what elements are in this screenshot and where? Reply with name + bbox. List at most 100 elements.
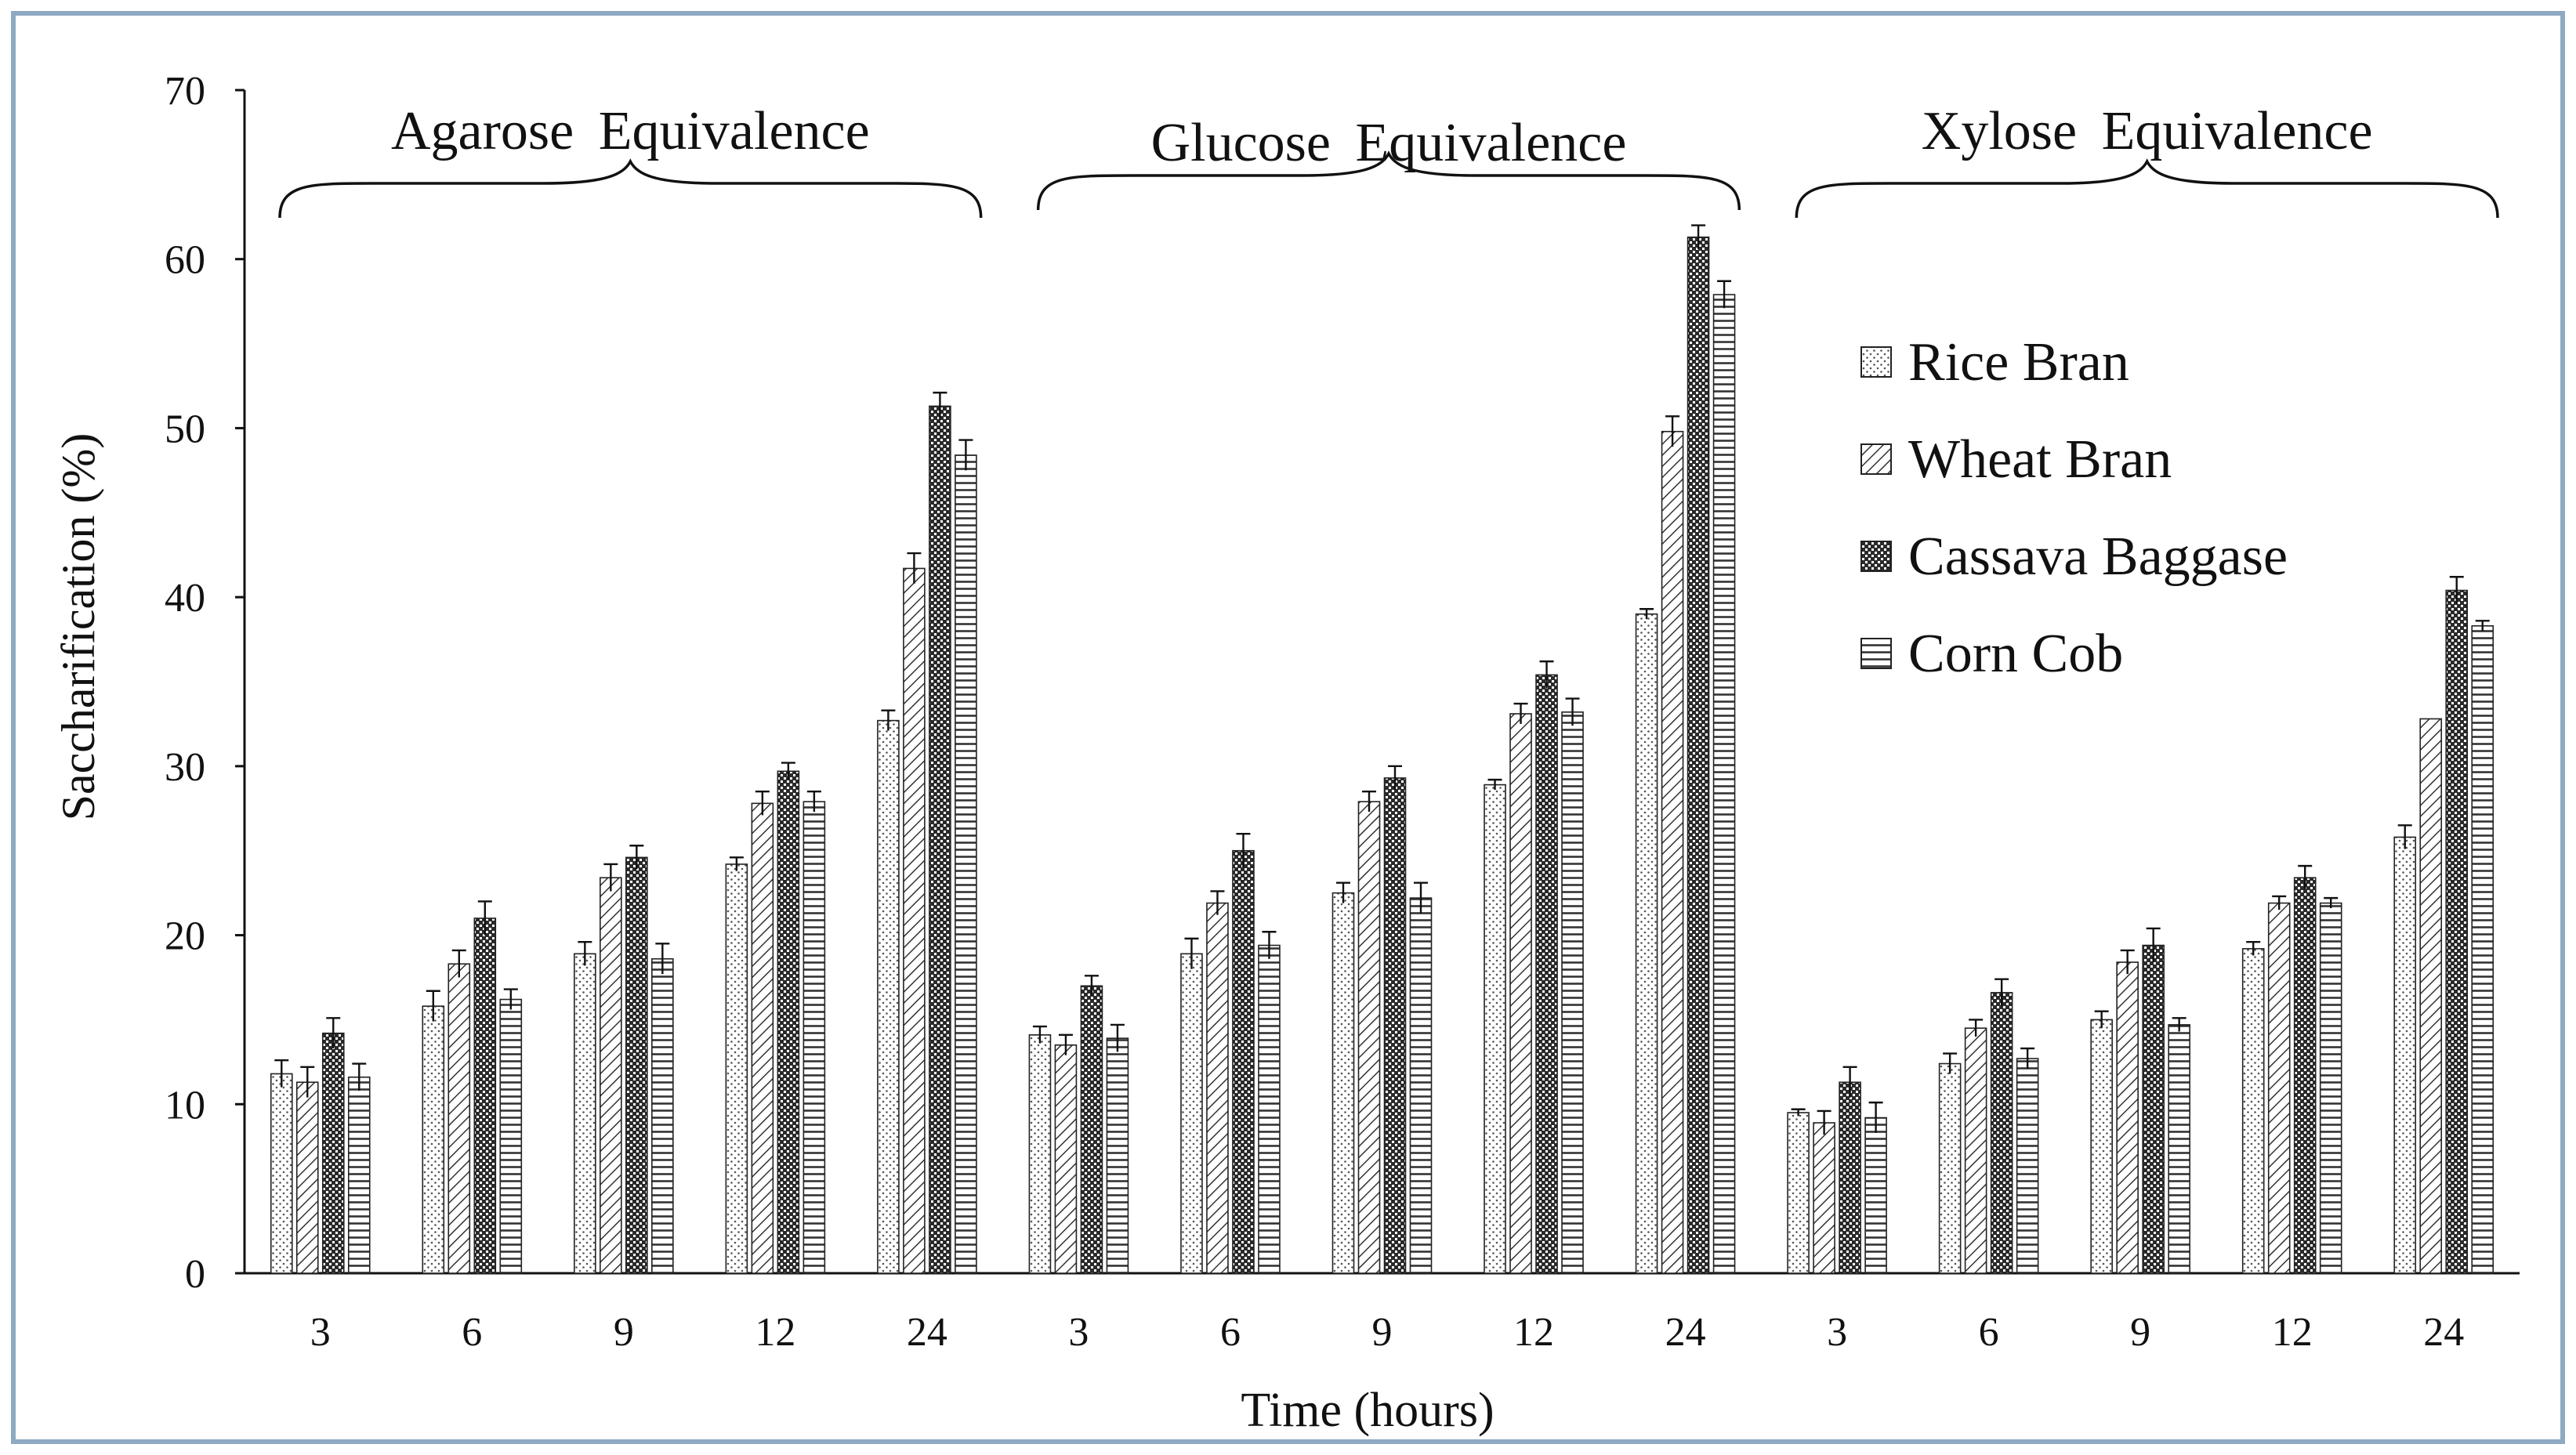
bar xyxy=(1990,992,2013,1274)
bar xyxy=(1484,784,1506,1274)
bar xyxy=(725,863,748,1274)
legend: Rice Bran Wheat Bran Cassava Baggase Corn C… xyxy=(1860,332,2288,684)
bar xyxy=(1180,953,1203,1274)
bar xyxy=(1206,902,1229,1274)
y-tick-label: 20 xyxy=(165,914,205,959)
bar xyxy=(803,801,826,1274)
legend-label: Rice Bran xyxy=(1908,332,2129,393)
bar xyxy=(1864,1117,1887,1274)
bar xyxy=(2319,902,2342,1274)
x-tick-label: 9 xyxy=(1372,1310,1393,1355)
bar xyxy=(1635,613,1658,1274)
y-tick-label: 50 xyxy=(165,407,205,451)
bar xyxy=(1535,674,1558,1274)
y-tick-label: 60 xyxy=(165,238,205,283)
bar xyxy=(877,719,900,1274)
group-label: Xylose Equivalence xyxy=(1922,101,2373,161)
x-tick-label: 9 xyxy=(614,1310,634,1355)
x-tick-label: 12 xyxy=(1513,1310,1554,1355)
bar xyxy=(751,802,774,1274)
bar xyxy=(1813,1122,1835,1274)
bar xyxy=(1232,849,1255,1274)
bar xyxy=(2267,902,2291,1274)
bar xyxy=(929,405,951,1274)
bar xyxy=(499,998,523,1274)
bar xyxy=(1509,713,1532,1274)
bar xyxy=(625,856,648,1274)
x-tick-label: 3 xyxy=(1827,1310,1847,1355)
legend-label: Corn Cob xyxy=(1908,624,2123,684)
x-tick-label: 6 xyxy=(1220,1310,1241,1355)
bars xyxy=(270,224,2494,1274)
bar xyxy=(2168,1024,2190,1274)
bar xyxy=(2241,948,2265,1274)
x-tick-label: 3 xyxy=(310,1310,331,1355)
bar xyxy=(473,918,497,1274)
legend-swatch xyxy=(1860,541,1892,572)
bar xyxy=(2142,944,2165,1274)
bar xyxy=(1054,1044,1078,1274)
y-tick-label: 10 xyxy=(165,1083,205,1127)
x-tick-label: 24 xyxy=(1665,1310,1706,1355)
bar xyxy=(2445,589,2469,1274)
x-axis-title: Time (hours) xyxy=(1241,1384,1494,1437)
group-braces: Agarose Equivalence Glucose Equivalence Xy… xyxy=(278,101,2499,219)
bar xyxy=(1964,1027,1987,1274)
x-tick-label: 9 xyxy=(2130,1310,2150,1355)
x-tick-label: 12 xyxy=(2272,1310,2313,1355)
bar xyxy=(1787,1112,1810,1274)
y-tick-label: 0 xyxy=(185,1252,205,1297)
legend-swatch xyxy=(1860,346,1892,378)
bar xyxy=(270,1073,293,1274)
bar xyxy=(651,957,674,1274)
bar xyxy=(422,1005,445,1274)
bar xyxy=(777,770,800,1274)
y-tick-label: 40 xyxy=(165,576,205,621)
bar xyxy=(1080,985,1103,1274)
bar xyxy=(321,1032,345,1274)
legend-label: Cassava Baggase xyxy=(1908,527,2288,587)
bar xyxy=(2016,1058,2039,1274)
group-label: Glucose Equivalence xyxy=(1151,113,1627,173)
y-ticks: 0 10 20 30 40 50 60 70 xyxy=(165,69,245,1297)
bar xyxy=(903,567,926,1274)
bar xyxy=(2116,961,2139,1274)
x-tick-label: 24 xyxy=(907,1310,947,1355)
bar xyxy=(2393,836,2417,1274)
bar xyxy=(600,877,622,1274)
group-label: Agarose Equivalence xyxy=(391,101,870,161)
y-tick-label: 70 xyxy=(165,69,205,114)
bar xyxy=(1383,777,1407,1274)
bar xyxy=(1028,1034,1052,1274)
bar xyxy=(1409,897,1433,1274)
y-tick-label: 30 xyxy=(165,745,205,790)
bar xyxy=(1561,711,1584,1274)
bar xyxy=(1938,1062,1962,1274)
bar xyxy=(1357,801,1381,1274)
x-tick-label: 3 xyxy=(1068,1310,1089,1355)
bar xyxy=(1258,944,1281,1274)
legend-swatch xyxy=(1860,443,1892,475)
group-brace xyxy=(278,158,983,219)
bar xyxy=(447,963,471,1274)
group-brace xyxy=(1036,150,1741,211)
bar xyxy=(1712,294,1736,1274)
x-tick-label: 6 xyxy=(462,1310,482,1355)
bar xyxy=(2471,625,2494,1274)
bar xyxy=(574,953,596,1274)
bar xyxy=(2419,718,2443,1274)
x-tick-label: 12 xyxy=(755,1310,795,1355)
legend-swatch xyxy=(1860,638,1892,669)
group-brace xyxy=(1795,158,2499,219)
x-tick-label: 24 xyxy=(2423,1310,2464,1355)
bar xyxy=(2293,877,2317,1274)
x-tick-label: 6 xyxy=(1979,1310,1999,1355)
bar xyxy=(2090,1019,2113,1274)
bar xyxy=(1106,1037,1129,1274)
bar xyxy=(1661,430,1684,1274)
bar xyxy=(1331,892,1355,1274)
bar xyxy=(955,454,977,1274)
legend-label: Wheat Bran xyxy=(1908,429,2172,490)
bar xyxy=(1687,236,1710,1274)
